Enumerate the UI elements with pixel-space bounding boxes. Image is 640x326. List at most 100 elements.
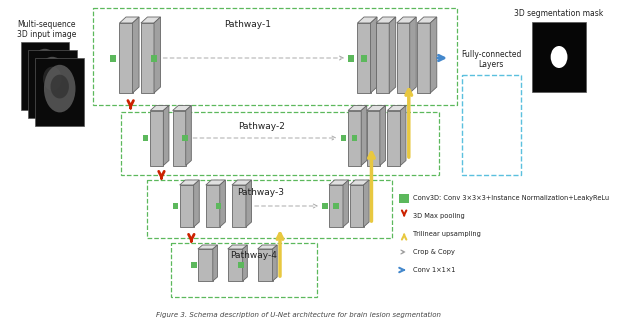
Text: Pathway-4: Pathway-4 [230, 251, 277, 260]
Polygon shape [173, 111, 186, 166]
Polygon shape [410, 17, 416, 93]
Bar [28, 50, 77, 118]
Polygon shape [150, 111, 163, 166]
Ellipse shape [36, 59, 54, 82]
Polygon shape [387, 111, 401, 166]
Polygon shape [180, 180, 199, 185]
Polygon shape [163, 106, 169, 166]
Polygon shape [329, 180, 349, 185]
Bar [532, 22, 586, 92]
Bar [352, 135, 358, 141]
Polygon shape [180, 185, 194, 227]
Text: Pathway-2: Pathway-2 [238, 122, 285, 131]
Polygon shape [246, 180, 252, 227]
Bar [182, 135, 188, 141]
Polygon shape [371, 17, 377, 93]
Polygon shape [358, 23, 371, 93]
Bar [35, 58, 84, 126]
Polygon shape [206, 185, 220, 227]
Ellipse shape [550, 46, 568, 68]
Polygon shape [380, 106, 385, 166]
Text: Crop & Copy: Crop & Copy [413, 249, 454, 255]
Text: Conv 1×1×1: Conv 1×1×1 [413, 267, 455, 273]
Polygon shape [343, 180, 349, 227]
Polygon shape [376, 23, 389, 93]
Ellipse shape [36, 57, 68, 104]
Polygon shape [361, 106, 367, 166]
Bar [93, 8, 458, 105]
Bar [216, 203, 221, 209]
Text: Pathway-3: Pathway-3 [237, 188, 284, 197]
Polygon shape [228, 249, 243, 281]
Polygon shape [389, 17, 396, 93]
Text: Conv3D: Conv 3×3×3+Instance Normalization+LeakyReLu: Conv3D: Conv 3×3×3+Instance Normalizatio… [413, 195, 609, 201]
Polygon shape [206, 180, 225, 185]
Polygon shape [273, 245, 277, 281]
Text: Multi-sequence
3D input image: Multi-sequence 3D input image [17, 20, 76, 39]
Bar [151, 54, 157, 62]
Polygon shape [349, 185, 364, 227]
Bar [147, 180, 392, 238]
Text: Fully-connected
Layers: Fully-connected Layers [461, 50, 522, 69]
Polygon shape [387, 106, 406, 111]
Bar [399, 194, 409, 203]
Polygon shape [329, 185, 343, 227]
Polygon shape [430, 17, 436, 93]
Polygon shape [198, 245, 218, 249]
Polygon shape [194, 180, 199, 227]
Polygon shape [348, 111, 361, 166]
Polygon shape [417, 17, 436, 23]
Bar [191, 262, 197, 268]
Ellipse shape [29, 49, 61, 96]
Polygon shape [132, 17, 139, 93]
Bar [340, 135, 346, 141]
Polygon shape [257, 245, 277, 249]
Text: Trilinear upsampling: Trilinear upsampling [413, 231, 481, 237]
Polygon shape [120, 17, 139, 23]
Polygon shape [154, 17, 161, 93]
Text: Figure 3. Schema description of U-Net architecture for brain lesion segmentation: Figure 3. Schema description of U-Net ar… [156, 312, 441, 318]
Polygon shape [220, 180, 225, 227]
Polygon shape [120, 23, 132, 93]
Polygon shape [376, 17, 396, 23]
Bar [143, 135, 148, 141]
Polygon shape [358, 17, 377, 23]
Bar [109, 54, 116, 62]
Text: 3D segmentation mask: 3D segmentation mask [515, 9, 604, 18]
Polygon shape [228, 245, 247, 249]
Bar [122, 112, 438, 175]
Ellipse shape [44, 65, 76, 112]
Polygon shape [257, 249, 273, 281]
Polygon shape [141, 17, 161, 23]
Bar [322, 203, 328, 209]
Polygon shape [367, 111, 380, 166]
Polygon shape [198, 249, 212, 281]
Polygon shape [401, 106, 406, 166]
Polygon shape [364, 180, 369, 227]
Polygon shape [232, 180, 252, 185]
Polygon shape [212, 245, 218, 281]
Bar [171, 243, 317, 297]
Text: 3D Max pooling: 3D Max pooling [413, 213, 464, 219]
Polygon shape [141, 23, 154, 93]
Polygon shape [232, 185, 246, 227]
Ellipse shape [43, 67, 61, 90]
Polygon shape [173, 106, 191, 111]
Bar [361, 54, 367, 62]
Polygon shape [367, 106, 385, 111]
Polygon shape [397, 17, 416, 23]
Polygon shape [150, 106, 169, 111]
Polygon shape [349, 180, 369, 185]
Ellipse shape [51, 75, 69, 98]
Polygon shape [417, 23, 430, 93]
Polygon shape [243, 245, 247, 281]
Text: Pathway-1: Pathway-1 [224, 20, 271, 29]
Polygon shape [348, 106, 367, 111]
Polygon shape [397, 23, 410, 93]
Bar [173, 203, 179, 209]
Bar [462, 75, 521, 175]
Bar [348, 54, 354, 62]
Bar [333, 203, 339, 209]
Bar [238, 262, 244, 268]
Polygon shape [186, 106, 191, 166]
